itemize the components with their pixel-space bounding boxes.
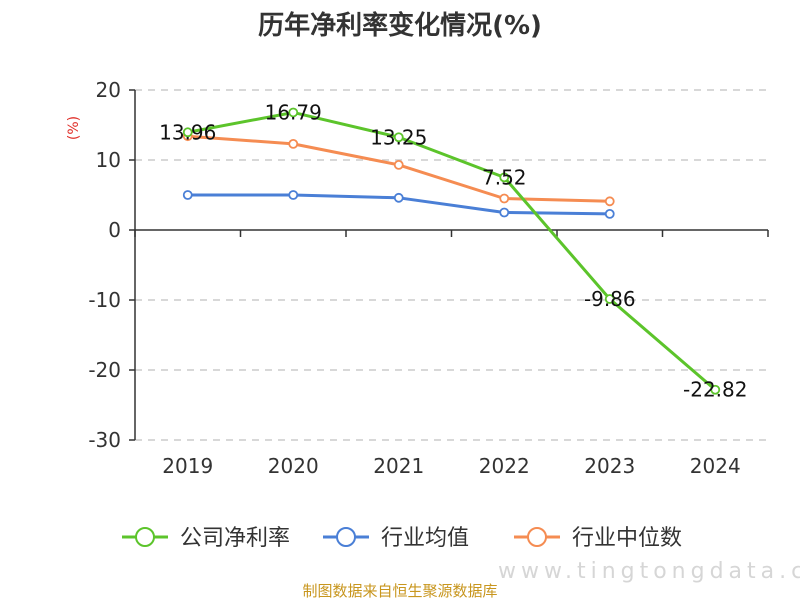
data-label: 16.79 bbox=[265, 100, 322, 124]
axes: 20 10 0 -10 -20 -30 2019 2020 2021 2022 2023 2024 bbox=[88, 78, 769, 478]
x-tick-label: 2023 bbox=[584, 454, 635, 478]
legend-label: 行业中位数 bbox=[572, 526, 682, 551]
data-point bbox=[393, 192, 404, 203]
data-labels: 13.96 16.79 13.25 7.52 -9.86 -22.82 bbox=[159, 100, 747, 401]
data-point bbox=[710, 384, 721, 395]
series-1 bbox=[182, 190, 615, 219]
data-label: 7.52 bbox=[482, 165, 527, 189]
legend-item: 公司净利率 bbox=[122, 526, 290, 551]
data-point bbox=[499, 172, 510, 183]
x-tick-label: 2024 bbox=[690, 454, 741, 478]
legend-label: 行业均值 bbox=[381, 526, 469, 551]
legend-swatch-marker bbox=[135, 527, 155, 547]
data-point bbox=[288, 190, 299, 200]
data-point bbox=[393, 132, 404, 143]
y-tick-label: -10 bbox=[88, 288, 121, 312]
data-point bbox=[288, 138, 299, 149]
watermark: www.tingtongdata.com bbox=[498, 559, 800, 584]
data-point bbox=[182, 127, 193, 138]
legend-item: 行业中位数 bbox=[514, 526, 682, 551]
data-point bbox=[288, 107, 299, 118]
y-axis-unit: (%) bbox=[66, 116, 82, 140]
data-point bbox=[499, 193, 510, 204]
y-tick-label: 20 bbox=[96, 78, 121, 102]
legend-swatch-marker bbox=[336, 527, 356, 547]
data-label: -22.82 bbox=[683, 378, 747, 402]
series-line bbox=[187, 110, 717, 391]
data-label: 13.96 bbox=[159, 120, 216, 144]
data-point bbox=[393, 159, 404, 170]
data-point bbox=[182, 190, 193, 200]
x-tick-label: 2022 bbox=[479, 454, 530, 478]
legend-label: 公司净利率 bbox=[180, 526, 290, 551]
data-point bbox=[604, 208, 615, 219]
y-tick-label: -20 bbox=[88, 358, 121, 382]
series-2 bbox=[182, 131, 615, 207]
x-tick-label: 2019 bbox=[162, 454, 213, 478]
y-tick-label: 0 bbox=[108, 218, 121, 242]
grid-lines bbox=[135, 89, 768, 441]
x-tick-label: 2020 bbox=[268, 454, 319, 478]
data-point bbox=[604, 294, 615, 304]
legend: 公司净利率 行业均值 行业中位数 bbox=[122, 526, 682, 551]
series-0 bbox=[182, 107, 721, 395]
y-tick-label: -30 bbox=[88, 428, 121, 452]
data-point bbox=[604, 196, 615, 207]
legend-item: 行业均值 bbox=[323, 526, 469, 551]
data-label: 13.25 bbox=[370, 125, 427, 149]
data-point bbox=[499, 207, 510, 218]
y-tick-label: 10 bbox=[96, 148, 121, 172]
legend-swatch-marker bbox=[527, 527, 547, 547]
series-lines bbox=[182, 107, 721, 395]
x-tick-label: 2021 bbox=[373, 454, 424, 478]
source-note: 制图数据来自恒生聚源数据库 bbox=[302, 582, 497, 600]
chart-title: 历年净利率变化情况(%) bbox=[258, 10, 542, 41]
data-label: -9.86 bbox=[584, 287, 636, 311]
